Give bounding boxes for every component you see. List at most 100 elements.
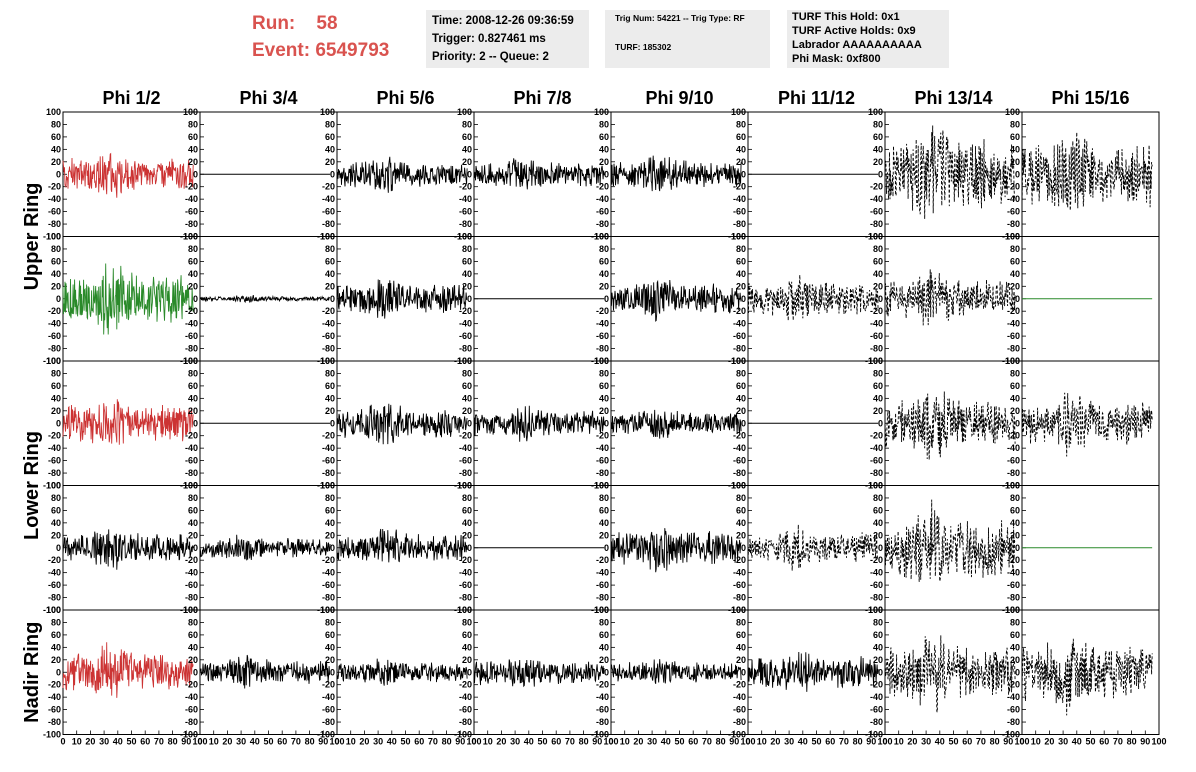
y-tick-label: 0 [1015, 294, 1020, 304]
y-tick-label: -100 [43, 356, 61, 366]
y-tick-label: 40 [188, 518, 198, 528]
waveform-trace [199, 294, 331, 303]
y-tick-label: 80 [325, 493, 335, 503]
y-tick-label: -20 [733, 680, 746, 690]
x-tick-label: 80 [853, 737, 863, 747]
x-tick-label: 60 [551, 737, 561, 747]
y-tick-label: -100 [728, 730, 746, 740]
y-tick-label: 80 [873, 368, 883, 378]
y-tick-label: 80 [1010, 617, 1020, 627]
y-tick-label: -60 [733, 580, 746, 590]
y-tick-label: -100 [43, 730, 61, 740]
y-tick-label: -20 [733, 555, 746, 565]
x-tick-label: 90 [181, 737, 191, 747]
y-tick-label: 100 [320, 356, 335, 366]
y-tick-label: -20 [1007, 680, 1020, 690]
x-tick-label: 30 [99, 737, 109, 747]
x-tick-label: 70 [154, 737, 164, 747]
y-tick-label: 40 [599, 144, 609, 154]
y-tick-label: 60 [51, 630, 61, 640]
y-tick-label: 0 [467, 169, 472, 179]
y-tick-label: -80 [733, 468, 746, 478]
waveform-trace [62, 152, 194, 198]
y-tick-label: -80 [733, 219, 746, 229]
waveform-trace [62, 529, 194, 570]
y-tick-label: -40 [48, 568, 61, 578]
y-tick-label: -80 [1007, 219, 1020, 229]
x-tick-label: 50 [811, 737, 821, 747]
y-tick-label: 0 [741, 294, 746, 304]
y-tick-label: 20 [51, 281, 61, 291]
y-tick-label: -80 [1007, 593, 1020, 603]
x-tick-label: 70 [976, 737, 986, 747]
y-tick-label: 100 [183, 232, 198, 242]
y-tick-label: 80 [325, 617, 335, 627]
y-tick-label: -80 [48, 593, 61, 603]
y-tick-label: -80 [870, 717, 883, 727]
y-tick-label: 100 [1005, 605, 1020, 615]
y-tick-label: 0 [467, 667, 472, 677]
y-tick-label: 80 [873, 493, 883, 503]
y-tick-label: -20 [870, 182, 883, 192]
y-tick-label: 80 [1010, 368, 1020, 378]
y-tick-label: -80 [185, 219, 198, 229]
y-tick-label: 0 [56, 169, 61, 179]
y-tick-label: 80 [51, 368, 61, 378]
y-tick-label: -40 [185, 568, 198, 578]
y-tick-label: -20 [1007, 431, 1020, 441]
x-tick-label: 50 [1085, 737, 1095, 747]
x-tick-label: 50 [400, 737, 410, 747]
x-tick-label: 90 [592, 737, 602, 747]
y-tick-label: -20 [733, 431, 746, 441]
y-tick-label: -20 [322, 555, 335, 565]
y-tick-label: 20 [599, 157, 609, 167]
y-tick-label: 80 [873, 244, 883, 254]
column-title: Phi 11/12 [778, 88, 855, 108]
y-tick-label: 60 [873, 132, 883, 142]
y-tick-label: 100 [1005, 232, 1020, 242]
y-tick-label: 0 [604, 169, 609, 179]
y-tick-label: -40 [596, 568, 609, 578]
y-tick-label: 60 [873, 256, 883, 266]
y-tick-label: 40 [873, 269, 883, 279]
y-tick-label: 40 [325, 393, 335, 403]
y-tick-label: -20 [185, 431, 198, 441]
x-tick-label: 60 [277, 737, 287, 747]
y-tick-label: 60 [325, 381, 335, 391]
y-tick-label: -80 [459, 344, 472, 354]
y-tick-label: -20 [1007, 555, 1020, 565]
turf-this-hold-text: TURF This Hold: 0x1 [792, 11, 900, 23]
x-tick-label: 70 [702, 737, 712, 747]
y-tick-label: 0 [741, 169, 746, 179]
y-tick-label: -60 [185, 456, 198, 466]
waveform-trace [336, 403, 468, 445]
y-tick-label: 60 [599, 630, 609, 640]
y-tick-label: 80 [736, 368, 746, 378]
x-tick-label: 90 [729, 737, 739, 747]
y-tick-label: 40 [1010, 269, 1020, 279]
y-tick-label: -60 [48, 456, 61, 466]
y-tick-label: 80 [736, 119, 746, 129]
y-tick-label: 80 [188, 244, 198, 254]
y-tick-label: -20 [870, 680, 883, 690]
y-tick-label: 60 [599, 256, 609, 266]
y-tick-label: 60 [51, 256, 61, 266]
y-tick-label: -40 [322, 692, 335, 702]
x-tick-label: 40 [387, 737, 397, 747]
y-tick-label: 0 [330, 418, 335, 428]
y-tick-label: 20 [51, 530, 61, 540]
y-tick-label: 40 [599, 393, 609, 403]
y-tick-label: -100 [180, 730, 198, 740]
y-tick-label: 0 [467, 294, 472, 304]
y-tick-label: 40 [462, 393, 472, 403]
y-tick-label: -80 [48, 717, 61, 727]
y-tick-label: 0 [330, 543, 335, 553]
x-tick-label: 80 [305, 737, 315, 747]
y-tick-label: 80 [736, 617, 746, 627]
x-tick-label: 10 [1031, 737, 1041, 747]
y-tick-label: 40 [736, 518, 746, 528]
y-tick-label: 20 [599, 655, 609, 665]
y-tick-label: 100 [731, 356, 746, 366]
y-tick-label: 0 [56, 294, 61, 304]
